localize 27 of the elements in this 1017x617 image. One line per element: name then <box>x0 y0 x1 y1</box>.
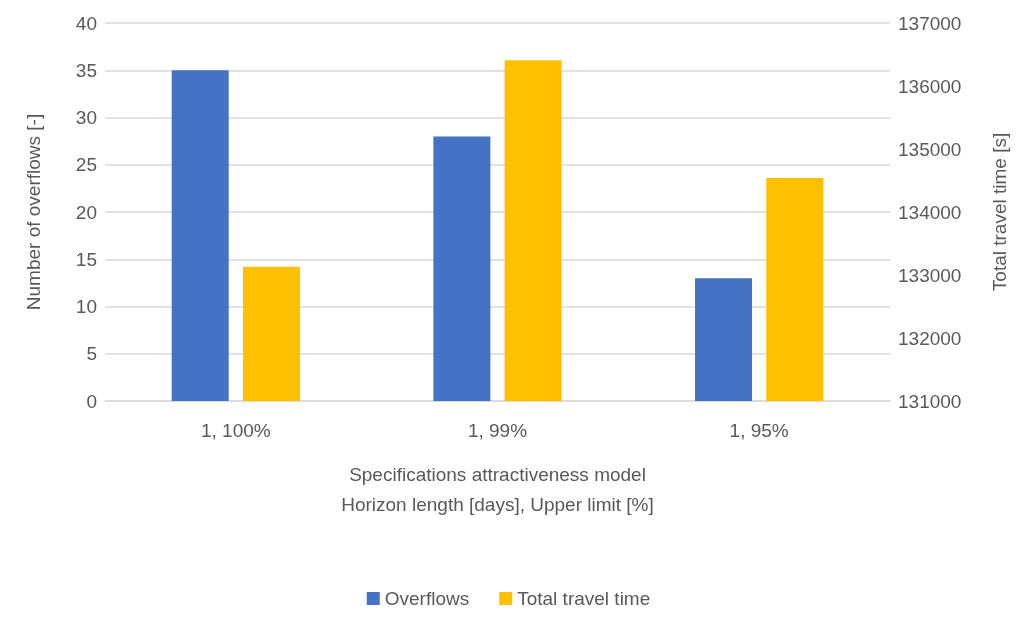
y-tick-label: 25 <box>75 154 97 176</box>
y-tick-label: 0 <box>86 390 97 412</box>
bar <box>171 70 229 401</box>
y-tick-label: 35 <box>75 59 97 81</box>
x-tick-label: 1, 99% <box>467 420 528 441</box>
y-tick-label: 10 <box>75 296 97 317</box>
y2-tick-label: 134000 <box>898 201 962 223</box>
x-axis-title: Specifications attractiveness model Horizon length [days], Upper limit [%] <box>341 463 654 515</box>
y-tick-label: 20 <box>75 201 97 223</box>
y-axis-title: Number of overflows [-] <box>23 113 44 311</box>
y2-tick-label: 135000 <box>898 138 962 160</box>
x-tick-label: 1, 95% <box>729 420 789 441</box>
y2-tick-label: 137000 <box>898 12 962 34</box>
legend-label: Overflows <box>384 588 470 609</box>
y-tick-label: 15 <box>75 248 97 270</box>
y2-tick-label: 131000 <box>898 390 962 412</box>
y-tick-label: 40 <box>75 12 97 34</box>
bar <box>433 136 491 401</box>
y2-tick-label: 136000 <box>898 75 962 97</box>
y-tick-label: 5 <box>86 343 97 365</box>
y2-tick-label: 132000 <box>898 327 962 349</box>
y-tick-label: 30 <box>75 107 97 128</box>
y2-tick-label: 133000 <box>898 264 962 286</box>
legend-label: Total travel time <box>517 588 651 609</box>
x-tick-label: 1, 100% <box>200 420 271 441</box>
bar <box>695 278 753 401</box>
y2-axis-title: Total travel time [s] <box>989 132 1010 292</box>
